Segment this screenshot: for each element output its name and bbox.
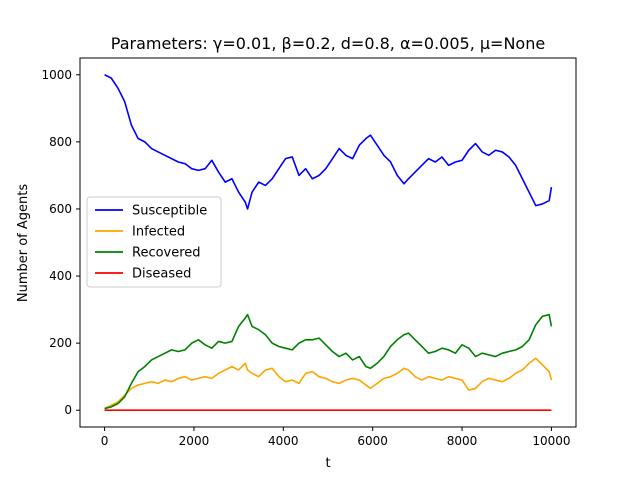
axes-frame (79, 57, 577, 428)
y-axis: 0 200 400 600 800 1000 (41, 68, 80, 417)
x-tick-label: 10000 (532, 434, 570, 448)
chart-title: Parameters: γ=0.01, β=0.2, d=0.8, α=0.00… (111, 34, 545, 53)
series-line-recovered (104, 313, 553, 410)
series-line-susceptible (104, 74, 553, 210)
legend-label-infected: Infected (132, 225, 185, 240)
legend-box (86, 196, 222, 288)
y-tick-label: 200 (49, 336, 72, 350)
y-tick-label: 0 (64, 403, 72, 417)
x-tick-label: 2000 (179, 434, 210, 448)
y-tick-label: 400 (49, 269, 72, 283)
x-tick-label: 8000 (447, 434, 478, 448)
y-axis-label: Number of Agents (16, 184, 31, 302)
x-tick-label: 0 (101, 434, 109, 448)
legend: Susceptible Infected Recovered Diseased (86, 196, 222, 288)
series-line-infected (104, 357, 553, 410)
plot-area (79, 57, 577, 428)
x-tick-label: 4000 (268, 434, 299, 448)
legend-label-diseased: Diseased (132, 267, 191, 282)
x-tick-label: 6000 (357, 434, 388, 448)
legend-label-susceptible: Susceptible (132, 204, 207, 219)
x-axis: 0 2000 4000 6000 8000 10000 (101, 427, 571, 448)
y-tick-label: 600 (49, 202, 72, 216)
legend-label-recovered: Recovered (132, 246, 201, 261)
y-tick-label: 800 (49, 135, 72, 149)
y-tick-label: 1000 (41, 68, 72, 82)
x-axis-label: t (325, 456, 330, 471)
